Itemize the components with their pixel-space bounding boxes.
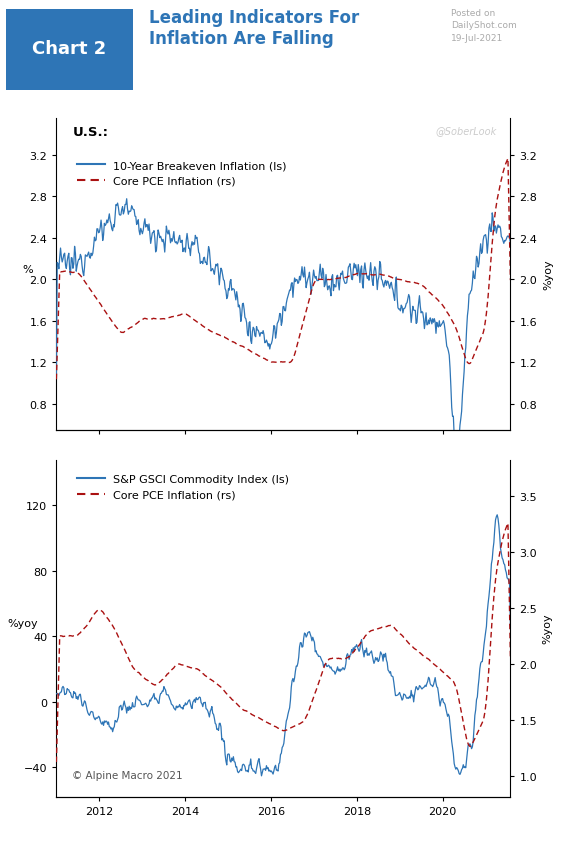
Text: U.S.:: U.S.: [72,125,108,139]
Text: @SoberLook: @SoberLook [435,125,497,135]
Y-axis label: %yoy: %yoy [543,613,553,643]
Text: Posted on
DailyShot.com
19-Jul-2021: Posted on DailyShot.com 19-Jul-2021 [451,9,517,43]
Text: Chart 2: Chart 2 [32,40,106,58]
Y-axis label: %yoy: %yoy [543,260,553,290]
Legend: S&P GSCI Commodity Index (ls), Core PCE Inflation (rs): S&P GSCI Commodity Index (ls), Core PCE … [72,470,294,504]
Text: Leading Indicators For
Inflation Are Falling: Leading Indicators For Inflation Are Fal… [149,9,360,49]
Text: © Alpine Macro 2021: © Alpine Macro 2021 [72,770,183,780]
Y-axis label: %: % [23,265,33,274]
Legend: 10-Year Breakeven Inflation (ls), Core PCE Inflation (rs): 10-Year Breakeven Inflation (ls), Core P… [72,157,292,191]
FancyBboxPatch shape [6,10,133,90]
Y-axis label: %yoy: %yoy [7,619,38,629]
